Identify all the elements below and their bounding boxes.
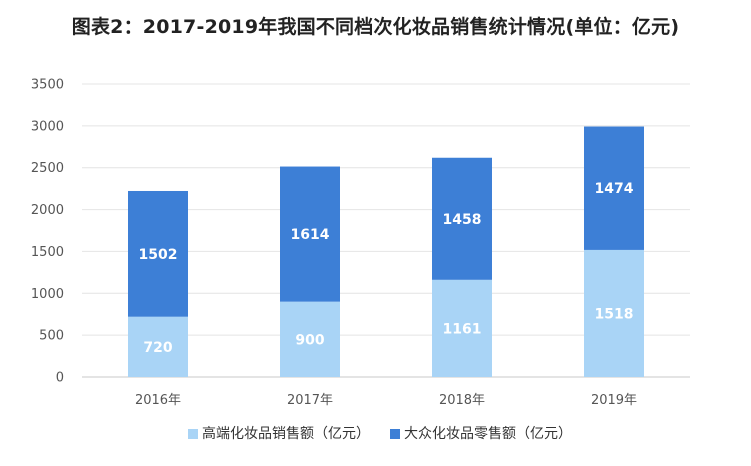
legend-swatch (390, 429, 400, 439)
y-tick-label: 3500 (31, 78, 64, 93)
y-tick-label: 1500 (31, 245, 64, 260)
bar-segment (280, 166, 340, 302)
y-tick-label: 0 (56, 371, 64, 386)
bar-segment (584, 126, 644, 250)
y-tick-label: 3000 (31, 119, 64, 134)
x-tick-label: 2016年 (135, 393, 181, 408)
legend-swatch (188, 429, 198, 439)
data-label: 1502 (139, 247, 178, 263)
x-tick-label: 2017年 (287, 393, 333, 408)
data-label: 900 (295, 332, 324, 348)
bar-segment (280, 301, 340, 377)
y-tick-label: 2000 (31, 203, 64, 218)
x-tick-label: 2018年 (439, 393, 485, 408)
y-tick-label: 2500 (31, 161, 64, 176)
bar-segment (584, 249, 644, 377)
chart-title: 图表2：2017-2019年我国不同档次化妆品销售统计情况(单位：亿元) (71, 16, 680, 38)
y-tick-label: 500 (39, 329, 64, 344)
bar-segment (128, 190, 188, 317)
data-label: 720 (143, 340, 172, 356)
bar-segment (128, 316, 188, 377)
x-tick-label: 2019年 (591, 393, 637, 408)
data-label: 1458 (443, 212, 482, 228)
bar-segment (432, 157, 492, 280)
data-label: 1518 (595, 306, 634, 322)
data-label: 1161 (443, 321, 482, 337)
data-label: 1474 (595, 181, 634, 197)
legend-label: 大众化妆品零售额（亿元） (404, 426, 572, 442)
y-tick-label: 1000 (31, 287, 64, 302)
legend-label: 高端化妆品销售额（亿元） (202, 425, 370, 442)
bar-segment (432, 279, 492, 377)
data-label: 1614 (291, 227, 330, 243)
